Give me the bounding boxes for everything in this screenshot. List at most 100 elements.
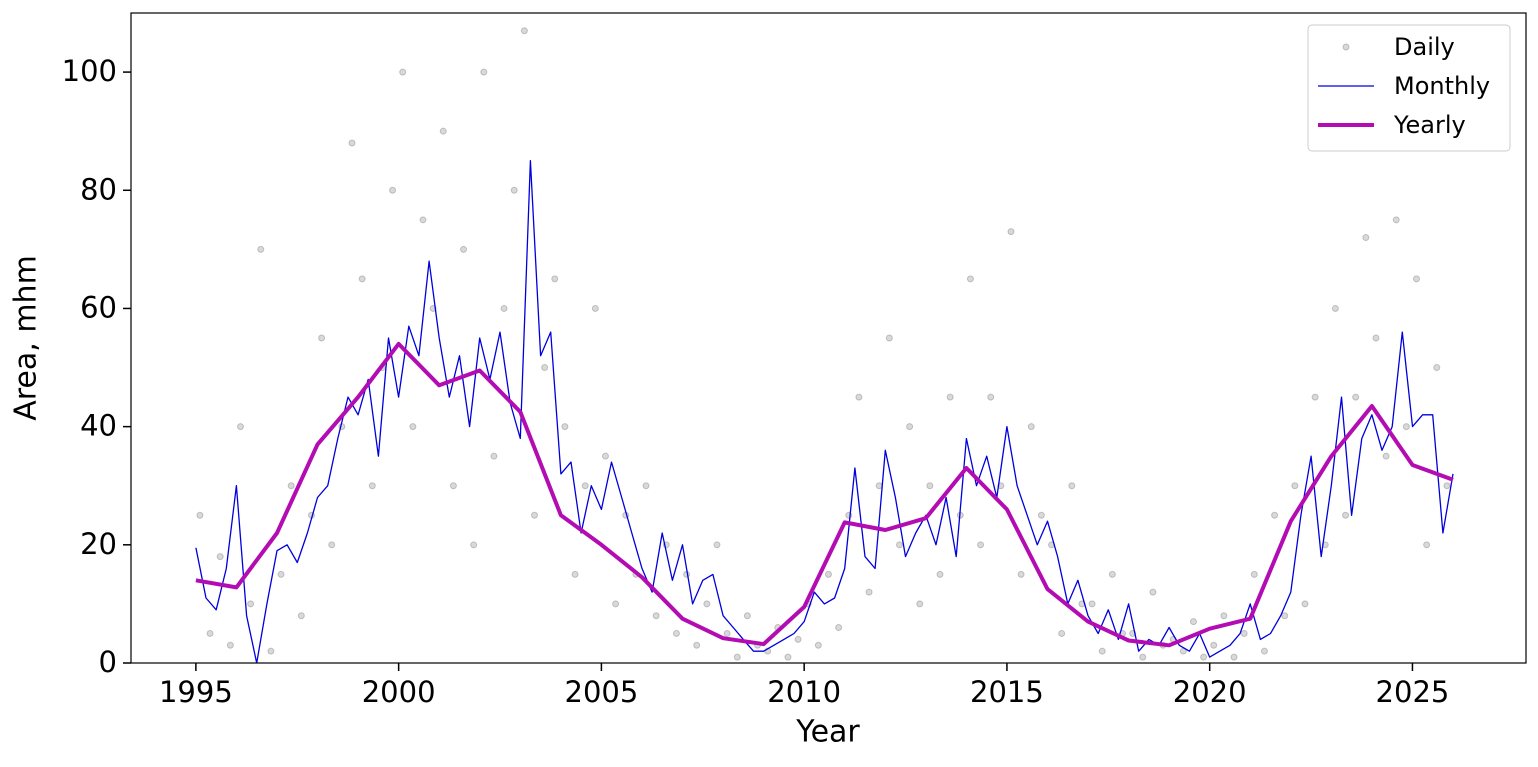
daily-point [1260, 647, 1268, 655]
daily-point [672, 629, 680, 637]
x-tick-label: 2010 [767, 675, 841, 709]
daily-point [591, 304, 599, 312]
daily-point [1311, 393, 1319, 401]
daily-point [318, 334, 326, 342]
daily-point [601, 452, 609, 460]
daily-point [287, 482, 295, 490]
legend: Daily Monthly Yearly [1307, 24, 1511, 152]
daily-point [946, 393, 954, 401]
daily-point [1240, 629, 1248, 637]
daily-point [1189, 618, 1197, 626]
daily-point [561, 423, 569, 431]
daily-point [825, 570, 832, 578]
daily-point [936, 570, 944, 578]
daily-point [855, 393, 863, 401]
daily-point [196, 511, 204, 519]
daily-point [835, 624, 843, 632]
x-tick-label: 2000 [362, 675, 436, 709]
daily-point [1230, 653, 1238, 661]
daily-point [1402, 423, 1410, 431]
y-tick-label: 60 [80, 290, 117, 324]
y-tick-label: 20 [80, 527, 117, 561]
daily-point [1037, 511, 1045, 519]
daily-point [1342, 511, 1350, 519]
daily-point [1362, 234, 1370, 242]
daily-point [460, 245, 468, 253]
daily-point [794, 635, 802, 643]
x-tick-label: 2015 [970, 675, 1044, 709]
y-tick-label: 80 [80, 172, 117, 206]
daily-point [733, 653, 741, 661]
daily-point [713, 541, 721, 549]
y-axis-label: Area, mhm [9, 255, 44, 421]
y-tick-label: 40 [80, 409, 117, 443]
legend-label: Daily [1394, 33, 1455, 61]
x-axis-label: Year [795, 715, 860, 750]
daily-point [409, 423, 417, 431]
daily-point [439, 127, 447, 135]
daily-point [1413, 275, 1421, 283]
daily-point [510, 186, 518, 194]
daily-point [247, 600, 255, 608]
daily-point [865, 588, 873, 596]
daily-point [966, 275, 974, 283]
series-line [195, 341, 1454, 648]
daily-point [906, 423, 914, 431]
x-tick-label: 1995 [159, 675, 233, 709]
daily-point [1139, 653, 1147, 661]
daily-point [1392, 216, 1400, 224]
daily-point [1027, 423, 1035, 431]
daily-point [419, 216, 427, 224]
daily-point [652, 612, 660, 620]
daily-point [328, 541, 336, 549]
daily-point [1098, 647, 1106, 655]
daily-point [206, 629, 214, 637]
daily-point [216, 553, 224, 561]
daily-point [1108, 570, 1116, 578]
daily-point [1301, 600, 1309, 608]
daily-point [520, 27, 528, 35]
daily-point [389, 186, 397, 194]
daily-point [1352, 393, 1360, 401]
daily-point [875, 482, 883, 490]
daily-point [784, 653, 792, 661]
daily-point [1423, 541, 1431, 549]
legend-box [1307, 24, 1511, 152]
daily-point [1331, 304, 1339, 312]
daily-point [530, 511, 538, 519]
daily-point [470, 541, 478, 549]
daily-point [226, 641, 234, 649]
daily-point [1433, 364, 1441, 372]
daily-point [885, 334, 893, 342]
daily-point [1291, 482, 1299, 490]
daily-point [480, 68, 488, 76]
daily-point [490, 452, 498, 460]
x-tick-label: 2005 [565, 675, 639, 709]
daily-point [1250, 570, 1258, 578]
daily-point [500, 304, 508, 312]
legend-label: Monthly [1394, 72, 1490, 100]
daily-point [1220, 612, 1228, 620]
daily-point [743, 612, 751, 620]
daily-point [987, 393, 995, 401]
legend-marker [1342, 43, 1350, 51]
daily-point [1200, 653, 1208, 661]
daily-point [297, 612, 305, 620]
daily-point [581, 482, 589, 490]
daily-point [1149, 588, 1157, 596]
x-tick-label: 2020 [1173, 675, 1247, 709]
plot-frame [130, 12, 1527, 664]
daily-point [642, 482, 650, 490]
daily-point [814, 641, 822, 649]
daily-point [1088, 600, 1096, 608]
daily-point [551, 275, 559, 283]
daily-point [399, 68, 407, 76]
daily-point [1007, 228, 1015, 236]
daily-point [1017, 570, 1025, 578]
daily-point [1058, 629, 1066, 637]
daily-point [1443, 482, 1451, 490]
x-tick-label: 2025 [1376, 675, 1450, 709]
daily-point [895, 541, 903, 549]
daily-point [257, 245, 265, 253]
